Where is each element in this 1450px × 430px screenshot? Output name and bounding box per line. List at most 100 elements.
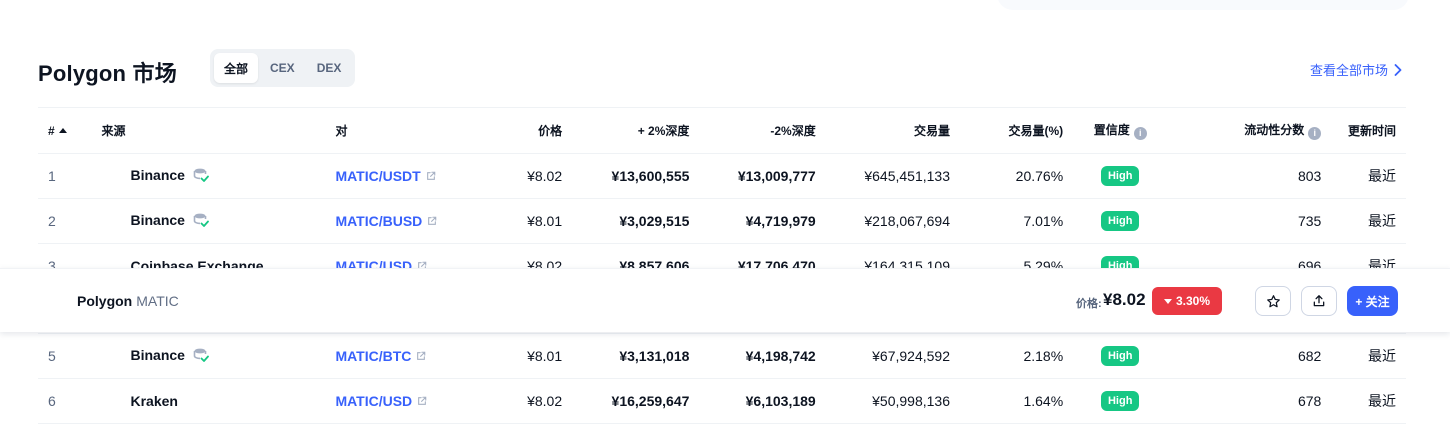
updated-cell: 最近 (1321, 153, 1406, 199)
verified-exchange-icon (193, 167, 209, 186)
rank-cell: 6 (38, 378, 102, 424)
source-cell[interactable]: Binance (101, 198, 336, 244)
pair-cell: MATIC/BUSD (335, 198, 456, 244)
col-source[interactable]: 来源 (101, 107, 336, 154)
pair-label: MATIC/BUSD (335, 213, 423, 229)
depth-plus-cell: ¥3,131,018 (562, 333, 690, 379)
col-volume-pct[interactable]: 交易量(%) (950, 107, 1064, 154)
view-all-markets-link[interactable]: 查看全部市场 (1310, 60, 1402, 79)
table-row[interactable]: 5 Binance MATIC/BTC ¥8.01 ¥3,131,018 ¥4,198,7… (38, 333, 1406, 379)
price-value: ¥8.02 (1103, 290, 1146, 309)
external-link-icon (416, 348, 426, 364)
pair-cell: MATIC/USD (335, 378, 456, 424)
price-cell: ¥8.01 (455, 333, 563, 379)
filter-all[interactable]: 全部 (214, 53, 259, 83)
col-updated[interactable]: 更新时间 (1321, 107, 1406, 154)
view-all-label: 查看全部市场 (1309, 63, 1388, 78)
share-button[interactable] (1301, 286, 1337, 316)
price-cell: ¥8.02 (455, 153, 563, 199)
volume-cell: ¥67,924,592 (815, 333, 950, 379)
col-confidence[interactable]: 置信度 i (1063, 107, 1178, 154)
liquidity-cell: 682 (1177, 333, 1322, 379)
rank-cell: 2 (38, 198, 102, 244)
source-cell[interactable]: Binance (101, 153, 336, 199)
confidence-badge: High (1100, 166, 1140, 186)
caret-down-icon (1163, 298, 1172, 304)
filter-cex[interactable]: CEX (270, 61, 295, 75)
external-link-icon (417, 393, 427, 409)
filter-dex[interactable]: DEX (316, 61, 342, 75)
star-icon (1266, 294, 1280, 307)
updated-cell: 最近 (1321, 333, 1406, 379)
pair-link[interactable]: MATIC/USDT (335, 168, 436, 184)
col-price[interactable]: 价格 (455, 107, 563, 154)
price-cell: ¥8.02 (455, 378, 563, 424)
top-card-edge (997, 0, 1409, 10)
price-cell: ¥8.01 (455, 198, 563, 244)
col-volume[interactable]: 交易量 (815, 107, 950, 154)
volume-cell: ¥645,451,133 (815, 153, 950, 199)
confidence-cell: High (1063, 378, 1178, 424)
confidence-badge: High (1100, 391, 1140, 411)
liquidity-cell: 735 (1177, 198, 1322, 244)
confidence-cell: High (1063, 198, 1178, 244)
pair-link[interactable]: MATIC/BUSD (335, 213, 437, 229)
exchange-name: Kraken (130, 393, 178, 409)
markets-table: # 来源 对 价格 + 2%深度 -2%深度 交易量 交易量(%) 置信度 i 流… (38, 107, 1406, 424)
volume-pct-cell: 1.64% (950, 378, 1064, 424)
pair-link[interactable]: MATIC/BTC (335, 348, 426, 364)
col-pair[interactable]: 对 (335, 107, 456, 154)
coin-title: Polygon MATIC (77, 293, 179, 309)
volume-pct-cell: 7.01% (950, 198, 1064, 244)
confidence-badge: High (1100, 346, 1140, 366)
depth-plus-cell: ¥13,600,555 (562, 153, 690, 199)
col-depth-minus[interactable]: -2%深度 (689, 107, 816, 154)
markets-header: Polygon 市场 全部 CEX DEX 查看全部市场 (38, 48, 1406, 88)
exchange-name: Binance (130, 211, 185, 228)
table-header-row: # 来源 对 价格 + 2%深度 -2%深度 交易量 交易量(%) 置信度 i 流… (38, 107, 1406, 154)
pair-label: MATIC/BTC (335, 348, 412, 364)
table-row[interactable]: 6 Kraken MATIC/USD ¥8.02 ¥16,259,647 ¥6,103,1… (38, 378, 1406, 424)
pair-cell: MATIC/BTC (335, 333, 456, 379)
liquidity-cell: 678 (1177, 378, 1322, 424)
depth-minus-cell: ¥13,009,777 (689, 153, 816, 199)
source-cell[interactable]: Binance (101, 333, 336, 379)
source-cell[interactable]: Kraken (101, 378, 336, 424)
table-row[interactable]: 1 Binance MATIC/USDT ¥8.02 ¥13,600,555 ¥13,00… (38, 153, 1406, 199)
depth-plus-cell: ¥3,029,515 (562, 198, 690, 244)
pair-label: MATIC/USDT (335, 168, 421, 184)
price-change-badge: 3.30% (1152, 287, 1222, 315)
confidence-badge: High (1100, 211, 1140, 231)
col-depth-plus[interactable]: + 2%深度 (562, 107, 690, 154)
col-rank[interactable]: # (38, 107, 102, 154)
exchange-name: Binance (130, 166, 185, 183)
pair-link[interactable]: MATIC/USD (335, 393, 427, 409)
sort-asc-icon (58, 127, 67, 133)
volume-pct-cell: 20.76% (950, 153, 1064, 199)
follow-button[interactable]: + 关注 (1347, 286, 1398, 316)
confidence-cell: High (1063, 153, 1178, 199)
depth-minus-cell: ¥4,198,742 (689, 333, 816, 379)
table-row[interactable]: 2 Binance MATIC/BUSD ¥8.01 ¥3,029,515 ¥4,719,… (38, 198, 1406, 244)
depth-minus-cell: ¥4,719,979 (689, 198, 816, 244)
depth-minus-cell: ¥6,103,189 (689, 378, 816, 424)
col-liquidity[interactable]: 流动性分数 i (1177, 107, 1322, 154)
watchlist-star-button[interactable] (1255, 286, 1291, 316)
volume-cell: ¥50,998,136 (815, 378, 950, 424)
sticky-coin-bar: Polygon MATIC 价格: ¥8.02 3.30% + 关注 (0, 268, 1450, 332)
volume-pct-cell: 2.18% (950, 333, 1064, 379)
share-icon (1313, 295, 1325, 307)
chevron-right-icon (1394, 63, 1402, 76)
info-icon[interactable]: i (1308, 127, 1322, 140)
confidence-cell: High (1063, 333, 1178, 379)
volume-cell: ¥218,067,694 (815, 198, 950, 244)
pair-cell: MATIC/USDT (335, 153, 456, 199)
depth-plus-cell: ¥16,259,647 (562, 378, 690, 424)
market-type-filter: 全部 CEX DEX (210, 49, 356, 87)
rank-cell: 5 (38, 333, 102, 379)
verified-exchange-icon (193, 212, 209, 231)
liquidity-cell: 803 (1177, 153, 1322, 199)
external-link-icon (427, 213, 437, 229)
info-icon[interactable]: i (1133, 127, 1147, 140)
exchange-name: Binance (130, 346, 185, 363)
